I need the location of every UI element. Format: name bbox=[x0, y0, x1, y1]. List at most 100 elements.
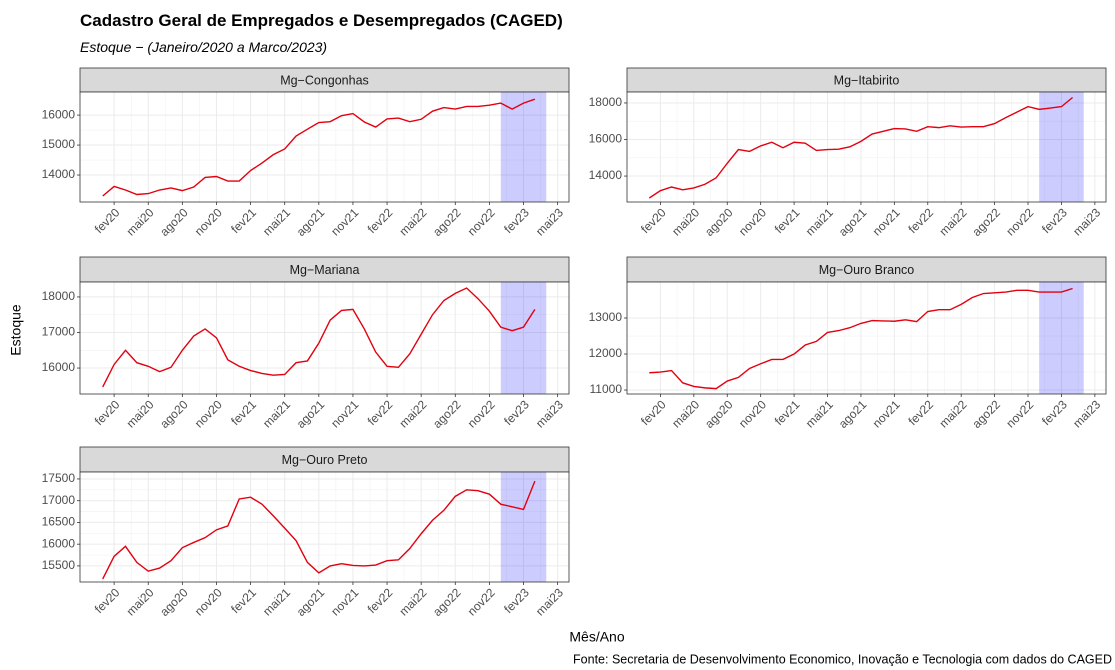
panel-title: Mg−Itabirito bbox=[834, 73, 900, 87]
y-tick-label: 18000 bbox=[589, 95, 623, 109]
x-tick-label: fev21 bbox=[772, 205, 803, 236]
panel-border bbox=[626, 281, 1107, 395]
x-tick-label: ago22 bbox=[430, 585, 464, 619]
x-tick-label: fev23 bbox=[501, 205, 532, 236]
y-tick-label: 18000 bbox=[42, 289, 76, 303]
x-tick-label: ago21 bbox=[294, 585, 328, 619]
x-tick-label: fev20 bbox=[92, 585, 123, 616]
x-tick-label: fev22 bbox=[365, 205, 396, 236]
x-tick-label: mai20 bbox=[124, 205, 157, 238]
source-note: Fonte: Secretaria de Desenvolvimento Eco… bbox=[573, 652, 1112, 666]
y-tick-label: 16000 bbox=[42, 360, 76, 374]
x-tick-label: fev22 bbox=[905, 397, 936, 428]
series-line bbox=[649, 287, 1073, 390]
x-tick-label: nov21 bbox=[328, 397, 361, 430]
chart-subtitle: Estoque − (Janeiro/2020 a Marco/2023) bbox=[80, 39, 327, 55]
x-tick-label: ago20 bbox=[157, 205, 191, 239]
panel-border bbox=[79, 471, 570, 583]
x-tick-label: nov22 bbox=[1003, 205, 1036, 238]
y-tick-label: 16000 bbox=[589, 132, 623, 146]
y-tick-label: 11000 bbox=[590, 382, 623, 396]
x-tick-label: fev21 bbox=[228, 585, 259, 616]
x-tick-label: mai20 bbox=[669, 205, 702, 238]
y-tick-label: 16000 bbox=[42, 107, 76, 121]
panel-strip bbox=[79, 256, 570, 283]
y-tick-label: 17000 bbox=[42, 325, 76, 339]
x-tick-label: ago21 bbox=[836, 397, 870, 431]
series-line bbox=[102, 287, 536, 388]
series-line bbox=[102, 98, 536, 197]
x-tick-label: fev22 bbox=[365, 585, 396, 616]
x-tick-label: mai22 bbox=[397, 205, 430, 238]
y-tick-label: 14000 bbox=[589, 168, 623, 182]
y-tick-label: 14000 bbox=[42, 167, 76, 181]
x-tick-label: nov20 bbox=[736, 205, 769, 238]
x-tick-label: nov21 bbox=[870, 397, 903, 430]
y-tick-label: 15500 bbox=[42, 558, 76, 572]
x-tick-label: ago20 bbox=[702, 205, 736, 239]
y-tick-label: 17000 bbox=[42, 493, 76, 507]
panel-strip bbox=[626, 67, 1107, 93]
x-tick-label: nov22 bbox=[465, 585, 498, 618]
y-tick-label: 13000 bbox=[589, 310, 623, 324]
x-tick-label: ago21 bbox=[294, 205, 328, 239]
panel-strip bbox=[79, 67, 570, 93]
x-tick-label: nov22 bbox=[1003, 397, 1036, 430]
x-tick-label: mai21 bbox=[803, 397, 836, 430]
x-tick-label: mai22 bbox=[937, 397, 970, 430]
x-tick-label: ago21 bbox=[836, 205, 870, 239]
x-tick-label: ago22 bbox=[430, 205, 464, 239]
x-tick-label: mai23 bbox=[533, 205, 566, 238]
panel-strip bbox=[79, 446, 570, 473]
panel-background bbox=[80, 92, 569, 202]
x-tick-label: fev20 bbox=[638, 397, 669, 428]
x-tick-label: ago20 bbox=[702, 397, 736, 431]
x-tick-label: fev20 bbox=[92, 205, 123, 236]
x-tick-label: mai23 bbox=[1070, 205, 1103, 238]
x-tick-label: fev23 bbox=[1039, 397, 1070, 428]
x-tick-label: fev23 bbox=[1039, 205, 1070, 236]
panel-background bbox=[80, 282, 569, 394]
x-tick-label: ago20 bbox=[157, 585, 191, 619]
y-tick-label: 16000 bbox=[42, 536, 76, 550]
chart-title: Cadastro Geral de Empregados e Desempreg… bbox=[80, 11, 563, 30]
panel-title: Mg−Congonhas bbox=[280, 73, 369, 87]
y-tick-label: 15000 bbox=[42, 137, 76, 151]
x-tick-label: ago22 bbox=[969, 205, 1003, 239]
x-tick-label: fev22 bbox=[905, 205, 936, 236]
x-tick-label: mai23 bbox=[1070, 397, 1103, 430]
y-axis-label: Estoque bbox=[8, 304, 24, 356]
x-tick-label: mai21 bbox=[260, 205, 293, 238]
y-tick-label: 12000 bbox=[589, 346, 623, 360]
x-tick-label: mai22 bbox=[397, 585, 430, 618]
x-tick-label: mai21 bbox=[260, 585, 293, 618]
x-tick-label: fev21 bbox=[228, 397, 259, 428]
x-tick-label: ago22 bbox=[430, 397, 464, 431]
x-tick-label: mai22 bbox=[937, 205, 970, 238]
highlight-band bbox=[500, 472, 547, 582]
x-tick-label: fev23 bbox=[501, 397, 532, 428]
panel-title: Mg−Mariana bbox=[290, 263, 360, 277]
panel-border bbox=[79, 91, 570, 203]
x-tick-label: mai23 bbox=[533, 585, 566, 618]
x-tick-label: fev21 bbox=[228, 205, 259, 236]
panel-title: Mg−Ouro Branco bbox=[819, 263, 915, 277]
y-tick-label: 17500 bbox=[42, 471, 76, 485]
x-axis-label: Mês/Ano bbox=[569, 629, 624, 645]
x-tick-label: nov22 bbox=[465, 397, 498, 430]
x-tick-label: ago22 bbox=[969, 397, 1003, 431]
x-tick-label: mai23 bbox=[533, 397, 566, 430]
x-tick-label: fev20 bbox=[638, 205, 669, 236]
x-tick-label: nov22 bbox=[465, 205, 498, 238]
panel-strip bbox=[626, 256, 1107, 283]
panel-background bbox=[80, 472, 569, 582]
x-tick-label: ago21 bbox=[294, 397, 328, 431]
x-tick-label: nov20 bbox=[192, 205, 225, 238]
x-tick-label: fev23 bbox=[501, 585, 532, 616]
x-tick-label: fev22 bbox=[365, 397, 396, 428]
highlight-band bbox=[1039, 282, 1084, 394]
x-tick-label: ago20 bbox=[157, 397, 191, 431]
x-tick-label: mai21 bbox=[260, 397, 293, 430]
x-tick-label: nov20 bbox=[192, 585, 225, 618]
